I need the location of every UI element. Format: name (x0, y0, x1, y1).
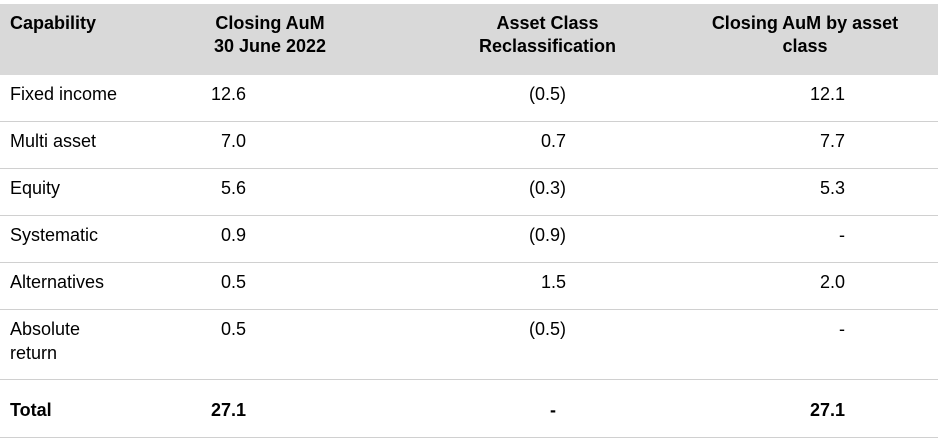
cell-capability: Alternatives (10, 272, 105, 292)
cell-capability: Fixed income (10, 84, 118, 104)
cell-closing-aum: 7.0 (220, 131, 246, 151)
cell-closing-by-class: - (839, 319, 845, 339)
header-closing-aum: Closing AuM 30 June 2022 (170, 12, 370, 58)
table-row: Absolute return 0.5 (0.5) - (0, 310, 938, 380)
table-row: Systematic 0.9 (0.9) - (0, 216, 938, 263)
header-reclass-line2: Reclassification (478, 36, 617, 56)
total-closing-by-class: 27.1 (809, 400, 845, 420)
cell-closing-by-class: 12.1 (809, 84, 845, 104)
table-row: Alternatives 0.5 1.5 2.0 (0, 263, 938, 310)
cell-closing-by-class: 5.3 (819, 178, 845, 198)
cell-closing-aum: 0.5 (220, 319, 246, 339)
cell-reclassification: (0.5) (528, 319, 566, 339)
header-closing-aum-line2: 30 June 2022 (213, 36, 327, 56)
total-label: Total (10, 400, 52, 420)
cell-closing-by-class: 7.7 (819, 131, 845, 151)
aum-table: Capability Closing AuM 30 June 2022 Asse… (0, 4, 938, 438)
total-row: Total 27.1 - 27.1 (0, 380, 938, 438)
header-by-class-line2: class (782, 36, 828, 56)
header-by-class-line1: Closing AuM by asset (711, 13, 899, 33)
cell-reclassification: (0.3) (528, 178, 566, 198)
cell-reclassification: (0.5) (528, 84, 566, 104)
total-reclassification: - (550, 400, 556, 420)
header-reclassification: Asset Class Reclassification (425, 12, 670, 58)
table-row: Multi asset 7.0 0.7 7.7 (0, 122, 938, 169)
cell-capability: Absolute return (10, 319, 81, 363)
cell-capability: Equity (10, 178, 61, 198)
cell-closing-aum: 0.9 (220, 225, 246, 245)
header-closing-aum-line1: Closing AuM (215, 13, 325, 33)
cell-reclassification: (0.9) (528, 225, 566, 245)
cell-closing-aum: 12.6 (210, 84, 246, 104)
cell-reclassification: 0.7 (540, 131, 566, 151)
table-header: Capability Closing AuM 30 June 2022 Asse… (0, 4, 938, 75)
header-reclass-line1: Asset Class (496, 13, 599, 33)
header-capability: Capability (10, 13, 97, 33)
cell-reclassification: 1.5 (540, 272, 566, 292)
cell-closing-by-class: 2.0 (819, 272, 845, 292)
total-closing-aum: 27.1 (210, 400, 246, 420)
cell-capability: Systematic (10, 225, 99, 245)
cell-closing-aum: 5.6 (220, 178, 246, 198)
header-closing-by-class: Closing AuM by asset class (680, 12, 930, 58)
table-row: Fixed income 12.6 (0.5) 12.1 (0, 75, 938, 122)
cell-closing-aum: 0.5 (220, 272, 246, 292)
cell-closing-by-class: - (839, 225, 845, 245)
table-row: Equity 5.6 (0.3) 5.3 (0, 169, 938, 216)
cell-capability: Multi asset (10, 131, 97, 151)
